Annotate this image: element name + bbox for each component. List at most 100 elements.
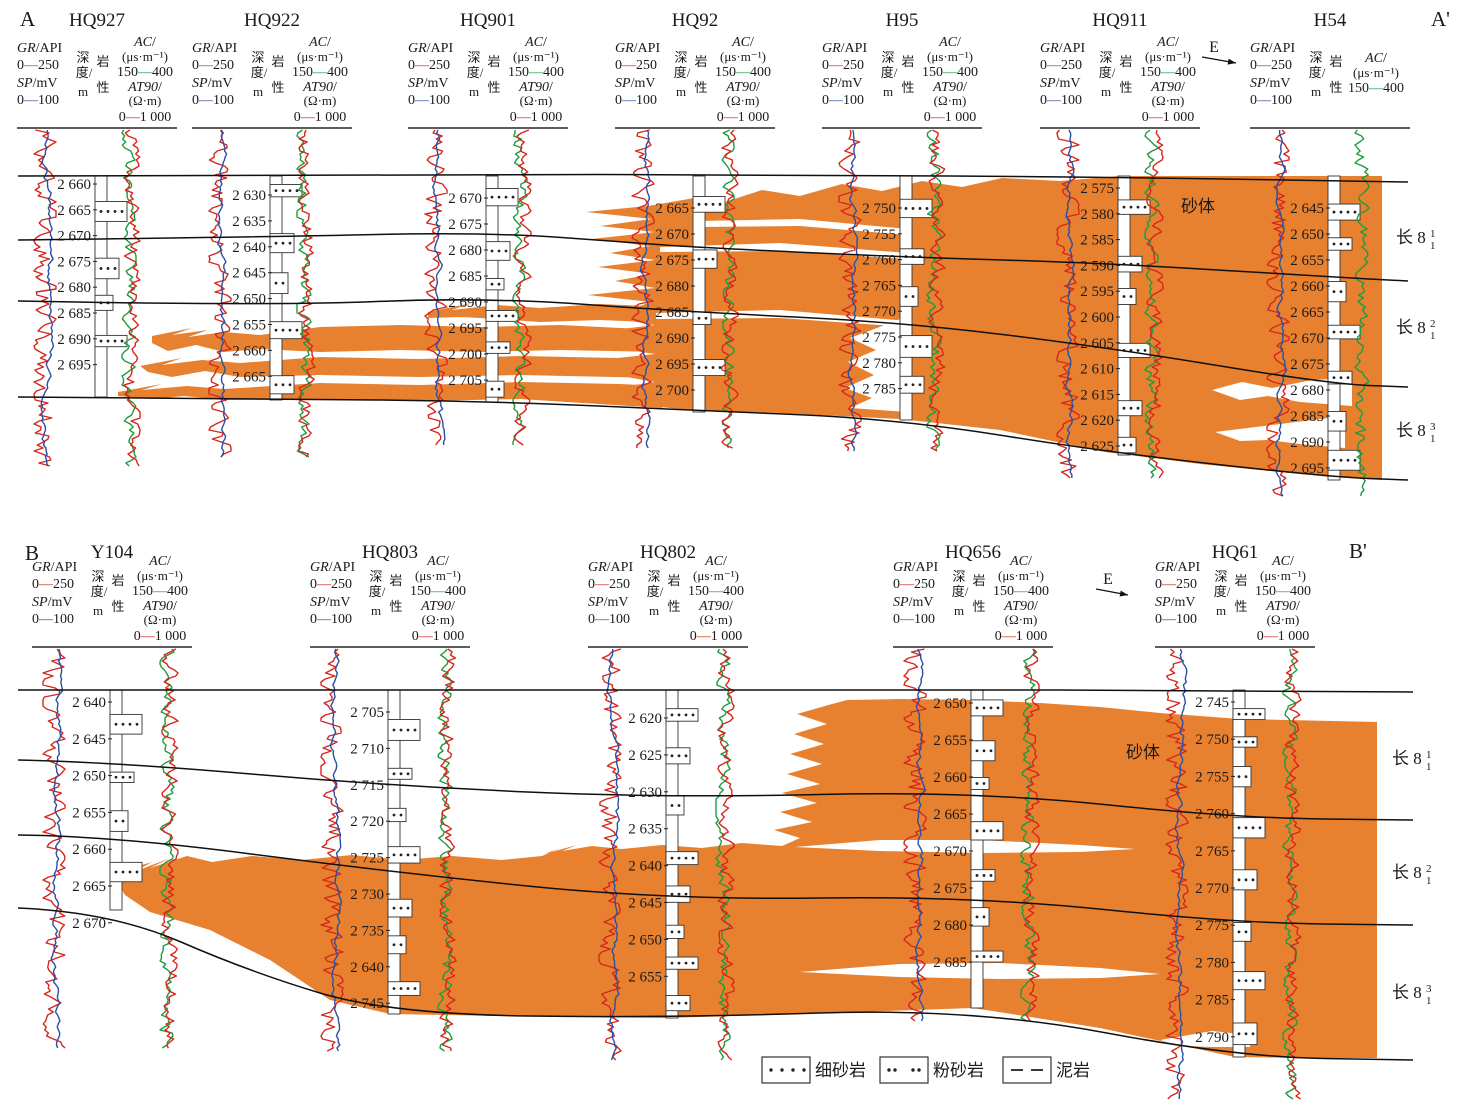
- depth-label: 2 670: [72, 916, 106, 932]
- sand-body: [118, 382, 662, 408]
- ac-unit: (μs·m⁻¹): [137, 568, 183, 583]
- zone-sub: 1: [1430, 330, 1436, 342]
- lithology-pattern-boxes: [109, 713, 143, 883]
- well-HQ92: HQ92 GR/API 0—250 SP/mV 0—100 深度/m岩性 AC/(μs·m⁻…: [615, 10, 775, 449]
- lith-header-char1: 岩: [901, 54, 914, 69]
- zone-base: 长 8: [1392, 863, 1422, 882]
- log-curves: [598, 648, 735, 1061]
- section-start-label: A: [20, 7, 36, 31]
- sp-label: SP/mV: [408, 76, 448, 91]
- sp-curve: [1174, 648, 1188, 1100]
- depth-label: 2 785: [862, 382, 896, 398]
- depth-label: 2 705: [350, 705, 384, 721]
- zone-sub: 1: [1426, 995, 1432, 1007]
- depth-label: 2 610: [1080, 362, 1114, 378]
- depth-header-char2: 度/: [674, 65, 691, 80]
- depth-label: 2 765: [862, 278, 896, 294]
- depth-label: 2 580: [1080, 207, 1114, 223]
- gr-label: GR/API: [1250, 41, 1295, 56]
- depth-label: 2 670: [448, 191, 482, 207]
- well-HQ802: HQ802 GR/API 0—250 SP/mV 0—100 深度/m岩性 AC/(μs·m…: [588, 542, 748, 1061]
- at90-label: AT90/: [142, 599, 177, 614]
- depth-label: 2 670: [1290, 331, 1324, 347]
- depth-label: 2 725: [350, 851, 384, 867]
- depth-label: 2 665: [72, 879, 106, 895]
- depth-label: 2 675: [1290, 357, 1324, 373]
- depth-label: 2 650: [933, 696, 967, 712]
- depth-label: 2 575: [1080, 181, 1114, 197]
- well-title: HQ92: [672, 10, 718, 31]
- depth-header-char2: 度/: [91, 584, 108, 599]
- sp-range: 0—100: [615, 93, 657, 108]
- ac-unit: (μs·m⁻¹): [297, 49, 343, 64]
- zone-label: 长 8 21: [1392, 863, 1432, 887]
- depth-label: 2 635: [628, 822, 662, 838]
- gr-label: GR/API: [17, 41, 62, 56]
- sp-label: SP/mV: [32, 595, 72, 610]
- lith-header-char1: 岩: [694, 54, 707, 69]
- depth-label: 2 685: [448, 269, 482, 285]
- depth-label: 2 675: [655, 253, 689, 269]
- depth-label: 2 585: [1080, 233, 1114, 249]
- depth-header-char1: 深: [1214, 569, 1227, 584]
- depth-label: 2 660: [57, 177, 91, 193]
- well-title: H95: [886, 10, 919, 31]
- depth-label: 2 675: [448, 217, 482, 233]
- sp-range: 0—100: [17, 93, 59, 108]
- at90-unit: (Ω·m): [1267, 612, 1300, 627]
- depth-label: 2 765: [1195, 844, 1229, 860]
- depth-label: 2 685: [1290, 409, 1324, 425]
- log-curves: [208, 129, 316, 458]
- depth-label: 2 640: [232, 240, 266, 256]
- depth-header-unit: m: [1311, 84, 1321, 99]
- at90-unit: (Ω·m): [934, 93, 967, 108]
- boundary-zone1: [17, 759, 1414, 821]
- depth-label: 2 690: [57, 332, 91, 348]
- lith-header-char2: 性: [901, 80, 914, 95]
- gr-curve: [42, 648, 66, 1049]
- depth-header-char1: 深: [91, 569, 104, 584]
- depth-label: 2 680: [57, 280, 91, 296]
- depth-label: 2 680: [1290, 383, 1324, 399]
- zone-base: 长 8: [1392, 749, 1422, 768]
- gr-range: 0—250: [408, 58, 450, 73]
- at90-range: 0—1 000: [1142, 110, 1195, 125]
- depth-label: 2 630: [232, 188, 266, 204]
- ac-unit: (μs·m⁻¹): [1260, 568, 1306, 583]
- at90-label: AT90/: [127, 80, 162, 95]
- lith-header-char1: 岩: [111, 573, 124, 588]
- depth-label: 2 635: [232, 214, 266, 230]
- gr-label: GR/API: [588, 560, 633, 575]
- lith-header-char1: 岩: [1119, 54, 1132, 69]
- sp-range: 0—100: [893, 612, 935, 627]
- depth-label: 2 695: [57, 358, 91, 374]
- log-curves: [1165, 648, 1302, 1100]
- at90-curve: [514, 129, 532, 446]
- at90-curve: [928, 129, 946, 452]
- depth-label: 2 655: [232, 318, 266, 334]
- ac-range: 150—400: [508, 65, 564, 80]
- depth-header-unit: m: [883, 84, 893, 99]
- gr-label: GR/API: [32, 560, 77, 575]
- ac-range: 150—400: [688, 584, 744, 599]
- zone-sub: 1: [1426, 875, 1432, 887]
- at90-curve: [439, 648, 457, 1052]
- log-curves: [33, 129, 141, 467]
- gr-range: 0—250: [822, 58, 864, 73]
- depth-header-char2: 度/: [467, 65, 484, 80]
- well-title: HQ802: [640, 542, 696, 563]
- well-HQ61: HQ61 GR/API 0—250 SP/mV 0—100 深度/m岩性 AC/(μs·m⁻…: [1155, 542, 1315, 1100]
- gr-curve: [903, 648, 927, 1022]
- depth-label: 2 685: [933, 955, 967, 971]
- depth-header-char1: 深: [467, 50, 480, 65]
- depth-header-char1: 深: [647, 569, 660, 584]
- at90-range: 0—1 000: [119, 110, 172, 125]
- lithology-pattern-boxes: [1232, 708, 1266, 1046]
- at90-curve: [1284, 648, 1302, 1100]
- depth-label: 2 785: [1195, 993, 1229, 1009]
- lithology-pattern-boxes: [665, 708, 699, 1012]
- gr-range: 0—250: [615, 58, 657, 73]
- depth-header-char2: 度/: [251, 65, 268, 80]
- sp-label: SP/mV: [310, 595, 350, 610]
